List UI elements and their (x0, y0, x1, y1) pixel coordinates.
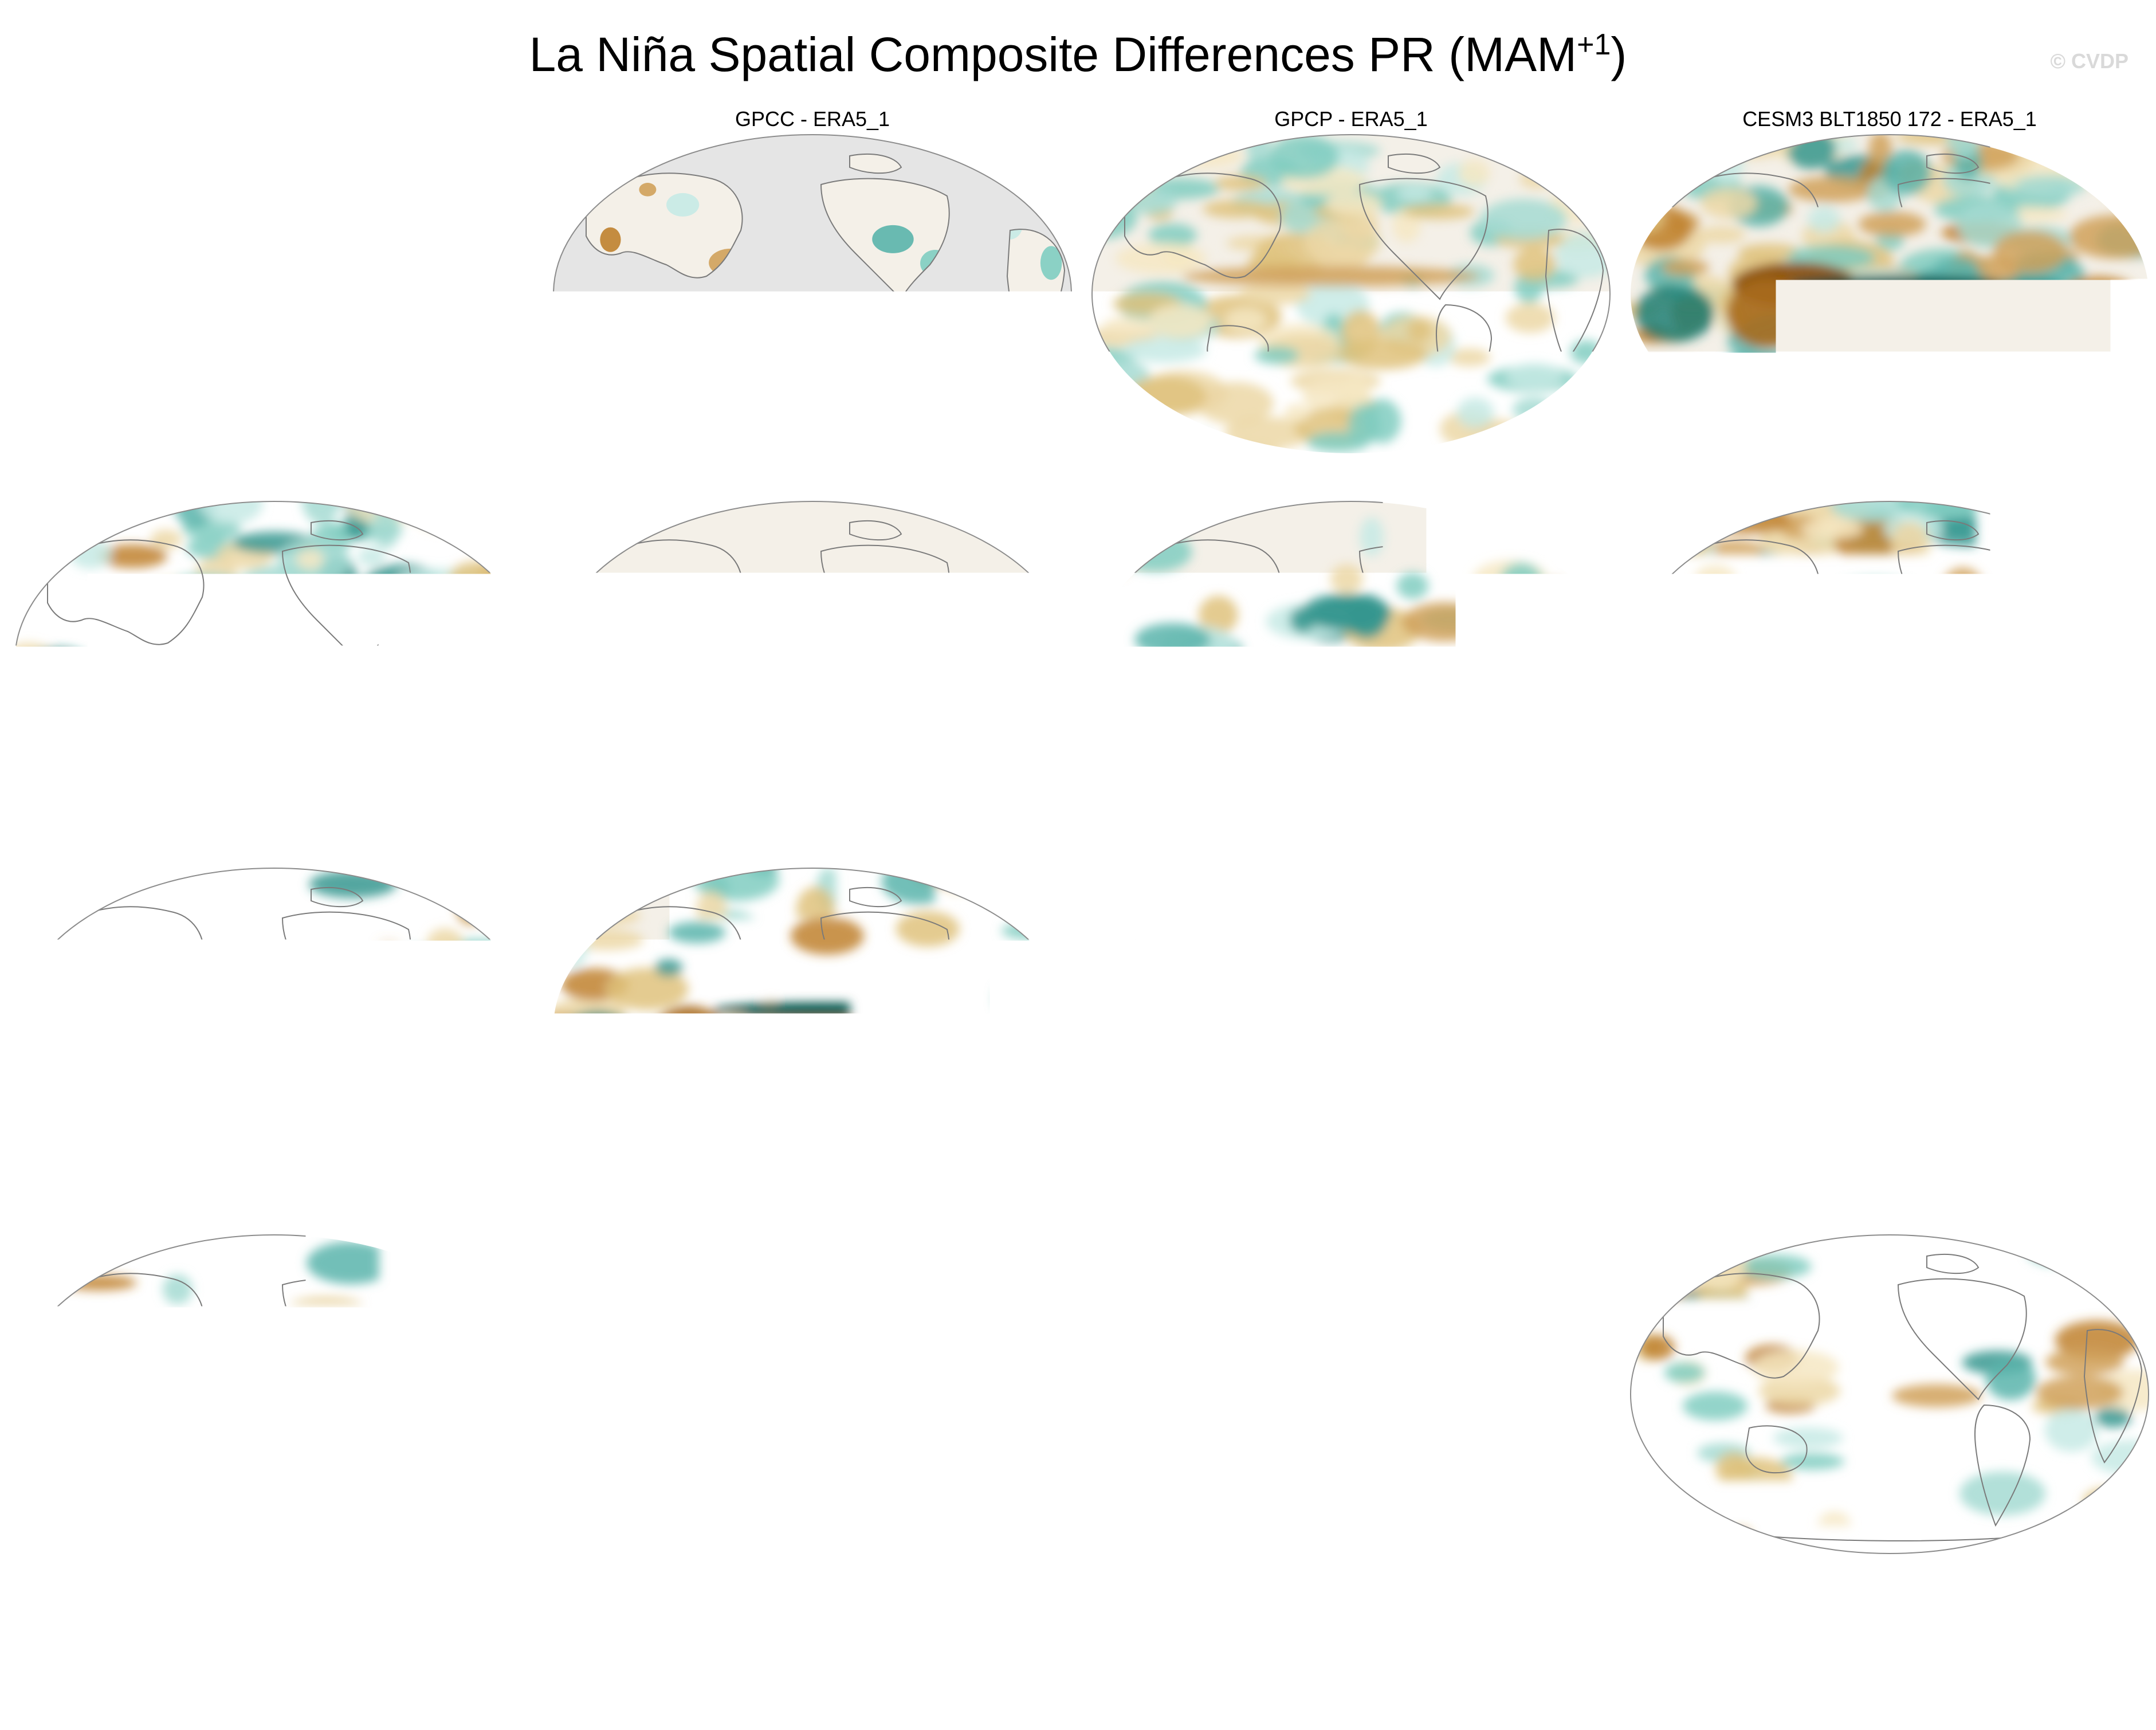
panel-title: CESM3 BLT1850 156 111-175 - ERA5_1 (10, 840, 537, 865)
colorbar-swatch (1356, 1599, 1426, 1631)
colorbar-swatch (1217, 1599, 1287, 1631)
panel-title: CESM2 piControl A - ERA5_1 (1626, 1207, 2153, 1232)
figure-title: La Niña Spatial Composite Differences PR… (0, 10, 2156, 89)
map-panel: CESM2 piControl E - ERA5_1 (1626, 840, 2153, 1191)
map-panel: CESM3 BLT1850 170 - ERA5_1 (549, 473, 1076, 824)
map-panel: CESM3 BLT1850 172 - ERA5_1 (1626, 107, 2153, 457)
map-svg (1629, 500, 2150, 822)
panel-title: CESM3 BLT1850 170 - ERA5_1 (549, 473, 1076, 499)
title-superscript: +1 (1577, 28, 1611, 61)
map-panel: CESM2 piControl A - ERA5_1 (1626, 1207, 2153, 1558)
colorbar-swatch (1494, 1599, 1565, 1631)
panel-title: CESM3 BLT1850 171 - ERA5_1 (10, 473, 537, 499)
map-svg (13, 866, 535, 1188)
panel-title: CESM2 piControl C - ERA5_1 (549, 1207, 1076, 1232)
colorbar-swatch (454, 1599, 525, 1631)
map-panel: CESM3 BLT1850 156 176-240 - ERA5_1 (1626, 473, 2153, 824)
map-panel: CESM3 BLT1850 156 80-240 - ERA5_1 (1087, 840, 1615, 1191)
colorbar-swatch (1009, 1599, 1079, 1631)
colorbar-swatch (870, 1599, 941, 1631)
map-svg (13, 500, 535, 822)
title-main: La Niña Spatial Composite Differences PR… (529, 28, 1577, 81)
map-svg (1629, 866, 2150, 1188)
panel-title: CESM3 BLT1850 166 - ERA5_1 (1087, 473, 1615, 499)
map-panel: CESM3 BLT1850 171 - ERA5_1 (10, 473, 537, 824)
map-svg (1090, 1233, 1612, 1555)
colorbar-swatch (662, 1599, 733, 1631)
panel-title: CESM2 piControl E - ERA5_1 (1626, 840, 2153, 865)
colorbar-swatch (1286, 1599, 1357, 1631)
map-svg (1629, 133, 2150, 455)
colorbar-swatch (1148, 1599, 1218, 1631)
map-svg (552, 866, 1073, 1188)
colorbar-swatch (940, 1599, 1010, 1631)
colorbar-swatch (1702, 1599, 1773, 1631)
panel-title: CESM3 BLT1850 156 46-110 - ERA5_1 (549, 840, 1076, 865)
map-svg (552, 133, 1073, 455)
map-panel: GPCC - ERA5_1 (549, 107, 1076, 457)
map-svg (13, 1233, 535, 1555)
colorbar-swatch (801, 1599, 871, 1631)
panel-title: CESM3 BLT1850 172 - ERA5_1 (1626, 107, 2153, 132)
map-panel: CESM3 BLT1850 156 46-110 - ERA5_1 (549, 840, 1076, 1191)
colorbar-units: mm/day (0, 1671, 2156, 1717)
panel-title: GPCC - ERA5_1 (549, 107, 1076, 132)
colorbar-swatch (1633, 1599, 1703, 1631)
map-panel: GPCP - ERA5_1 (1087, 107, 1615, 457)
map-svg (1090, 133, 1612, 455)
colorbar-swatch (1078, 1599, 1149, 1631)
map-panel: CESM2 piControl D - ERA5_1 (10, 1207, 537, 1558)
colorbar-swatch (1425, 1599, 1495, 1631)
map-panel: CESM3 BLT1850 156 111-175 - ERA5_1 (10, 840, 537, 1191)
panel-title: CESM3 BLT1850 156 80-240 - ERA5_1 (1087, 840, 1615, 865)
map-panel: CESM3 BLT1850 166 - ERA5_1 (1087, 473, 1615, 824)
panel-title: CESM2 piControl B - ERA5_1 (1087, 1207, 1615, 1232)
panel-title: CESM3 BLT1850 156 176-240 - ERA5_1 (1626, 473, 2153, 499)
colorbar-swatch (385, 1599, 455, 1631)
map-panel: CESM2 piControl C - ERA5_1 (549, 1207, 1076, 1558)
colorbar-swatch (593, 1599, 663, 1631)
map-svg (1090, 500, 1612, 822)
colorbar-swatch (732, 1599, 802, 1631)
map-svg (552, 1233, 1073, 1555)
map-svg (552, 500, 1073, 822)
cvdp-watermark: © CVDP (2050, 49, 2128, 73)
colorbar-swatch (524, 1599, 594, 1631)
map-svg (1090, 866, 1612, 1188)
panel-title: GPCP - ERA5_1 (1087, 107, 1615, 132)
panel-title: CESM2 piControl D - ERA5_1 (10, 1207, 537, 1232)
colorbar (385, 1599, 1772, 1631)
map-panel: CESM2 piControl B - ERA5_1 (1087, 1207, 1615, 1558)
map-svg (1629, 1233, 2150, 1555)
title-close: ) (1611, 28, 1627, 81)
colorbar-swatch (1564, 1599, 1634, 1631)
